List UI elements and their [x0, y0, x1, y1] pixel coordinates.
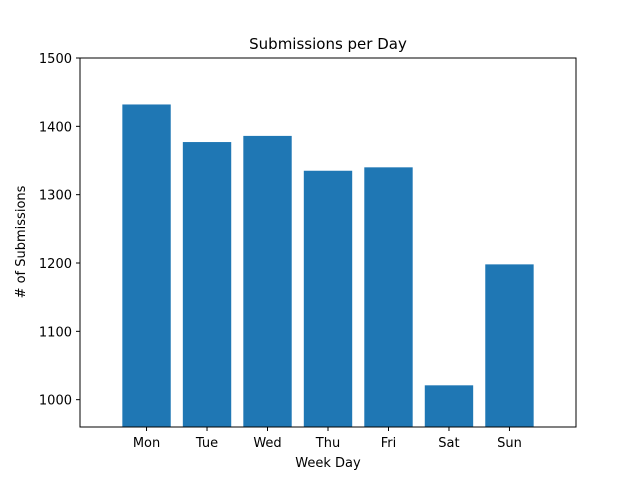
y-tick-label: 1100 [39, 325, 72, 340]
bar-sun [485, 264, 534, 427]
y-tick-label: 1300 [39, 189, 72, 204]
ticks-layer: Mon Tue Wed Thu Fri Sat Sun 1000 1100 1200 1300 140… [39, 52, 522, 451]
bars-layer [122, 104, 534, 428]
chart-title: Submissions per Day [249, 35, 407, 53]
y-tick-label: 1000 [39, 394, 72, 409]
x-axis-title: Week Day [295, 456, 361, 471]
bar-mon [122, 104, 171, 427]
x-tick-label: Tue [195, 436, 218, 451]
x-tick-label: Sat [438, 436, 459, 451]
x-tick-label: Mon [133, 436, 160, 451]
bar-tue [182, 142, 232, 428]
plot-frame [79, 57, 577, 428]
y-axis-title: # of Submissions [14, 185, 29, 298]
x-tick-label: Wed [253, 436, 281, 451]
bar-wed [243, 135, 292, 427]
x-tick-label: Sun [497, 436, 522, 451]
y-tick-label: 1500 [39, 52, 72, 67]
bar-sat [424, 385, 474, 427]
x-tick-label: Fri [381, 436, 397, 451]
y-tick-label: 1200 [39, 257, 72, 272]
bar-thu [303, 170, 353, 427]
bar-fri [364, 167, 413, 428]
y-tick-label: 1400 [39, 120, 72, 135]
x-tick-label: Thu [315, 436, 340, 451]
